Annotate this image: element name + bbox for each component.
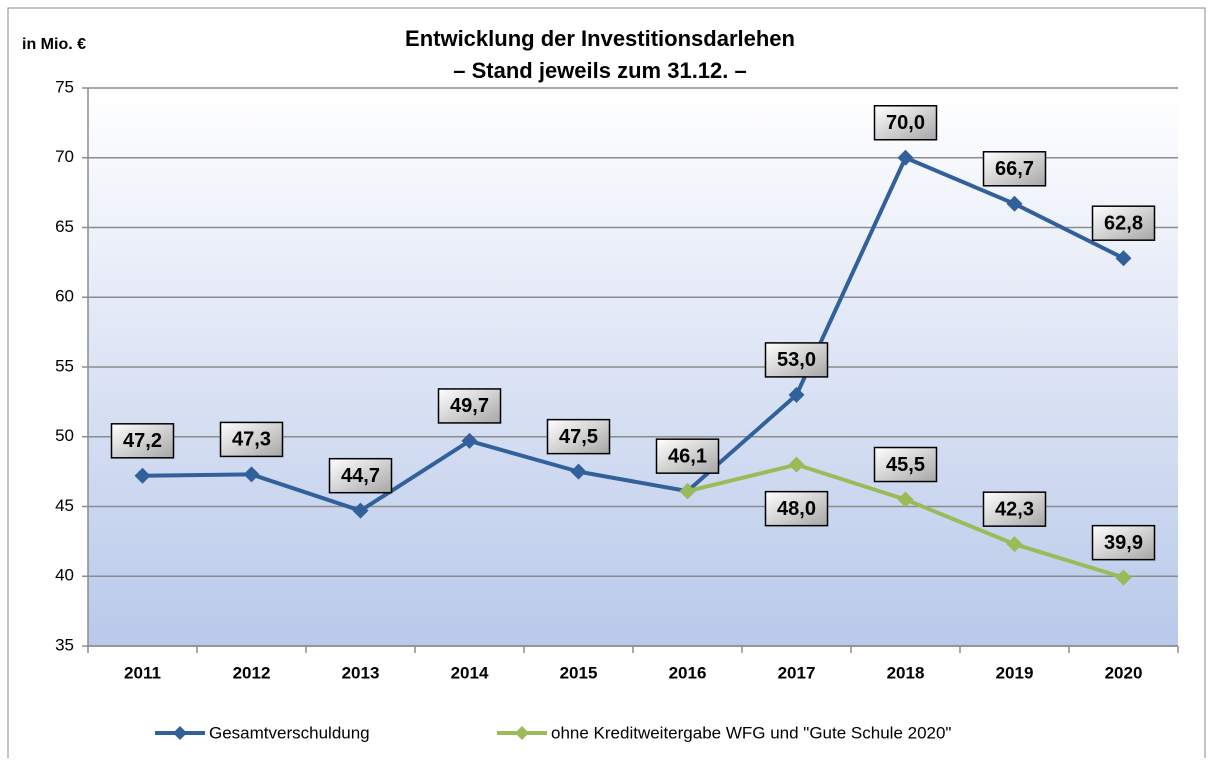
x-tick-label: 2018 xyxy=(887,663,925,682)
y-tick-label: 65 xyxy=(55,217,74,236)
data-label: 48,0 xyxy=(777,498,816,520)
point-marker xyxy=(788,456,805,473)
point-marker xyxy=(134,467,151,484)
y-tick-label: 75 xyxy=(55,77,74,96)
data-label: 44,7 xyxy=(341,465,380,487)
data-label: 47,5 xyxy=(559,426,598,448)
y-tick-label: 70 xyxy=(55,147,74,166)
y-tick-label: 50 xyxy=(55,426,74,445)
data-label: 46,1 xyxy=(668,445,707,467)
point-marker xyxy=(897,491,914,508)
data-label: 45,5 xyxy=(886,454,925,476)
x-tick-label: 2011 xyxy=(124,663,161,682)
series-line xyxy=(142,155,1125,513)
point-marker xyxy=(1115,569,1132,586)
x-tick-label: 2015 xyxy=(560,663,598,682)
legend-label: ohne Kreditweitergabe WFG und "Gute Schu… xyxy=(551,723,951,742)
data-label: 66,7 xyxy=(995,158,1034,180)
marks: 47,2 47,3 44,7 49,7 47,5 46,1 53,0 70,0 66,7 62,8… xyxy=(110,105,1156,586)
data-label: 47,2 xyxy=(123,430,162,452)
data-label: 42,3 xyxy=(995,498,1034,520)
x-tick-label: 2017 xyxy=(778,663,816,682)
x-tick-label: 2020 xyxy=(1105,663,1143,682)
x-tick-label: 2012 xyxy=(233,663,271,682)
point-marker xyxy=(788,386,805,403)
data-label-box xyxy=(110,423,175,459)
y-tick-label: 45 xyxy=(55,496,74,515)
chart-subtitle: – Stand jeweils zum 31.12. – xyxy=(453,58,746,83)
point-marker xyxy=(897,149,914,166)
data-label-box xyxy=(328,457,393,494)
point-marker xyxy=(570,463,587,480)
x-tick-label: 2013 xyxy=(342,663,380,682)
data-label: 47,3 xyxy=(232,429,271,451)
point-marker xyxy=(1006,195,1023,212)
x-tick-label: 2019 xyxy=(996,663,1034,682)
frame xyxy=(7,7,1206,763)
point-marker xyxy=(679,483,696,500)
y-tick-label: 40 xyxy=(55,566,74,585)
y-tick-label: 60 xyxy=(55,287,74,306)
data-label: 39,9 xyxy=(1104,532,1143,554)
chart-title: Entwicklung der Investitionsdarlehen xyxy=(405,26,795,51)
data-label: 62,8 xyxy=(1104,212,1143,234)
data-label-box xyxy=(982,491,1047,527)
point-marker xyxy=(243,466,260,483)
x-tick-label: 2016 xyxy=(669,663,707,682)
data-label: 53,0 xyxy=(777,349,816,371)
data-label-box xyxy=(873,105,938,141)
data-label-box xyxy=(655,438,720,474)
data-label-box xyxy=(1091,524,1156,561)
point-marker xyxy=(352,502,369,519)
data-label-box xyxy=(873,446,938,483)
y-tick-label: 35 xyxy=(55,635,74,654)
data-label: 49,7 xyxy=(450,395,489,417)
data-label: 70,0 xyxy=(886,112,925,134)
y-axis-label: in Mio. € xyxy=(22,36,86,53)
data-label-box xyxy=(437,388,502,424)
data-label-box xyxy=(1091,205,1156,241)
legend-marker xyxy=(515,726,529,740)
data-label-box xyxy=(764,342,829,378)
legend-label: Gesamtverschuldung xyxy=(209,723,370,742)
data-label-box xyxy=(764,490,829,527)
data-label-box xyxy=(982,151,1047,187)
data-label-box xyxy=(546,418,611,455)
legend-marker xyxy=(173,726,187,740)
point-marker xyxy=(461,432,478,449)
point-marker xyxy=(1115,250,1132,267)
data-label-box xyxy=(219,421,284,458)
x-tick-label: 2014 xyxy=(451,663,489,682)
point-marker xyxy=(1006,536,1023,553)
y-tick-label: 55 xyxy=(55,356,74,375)
